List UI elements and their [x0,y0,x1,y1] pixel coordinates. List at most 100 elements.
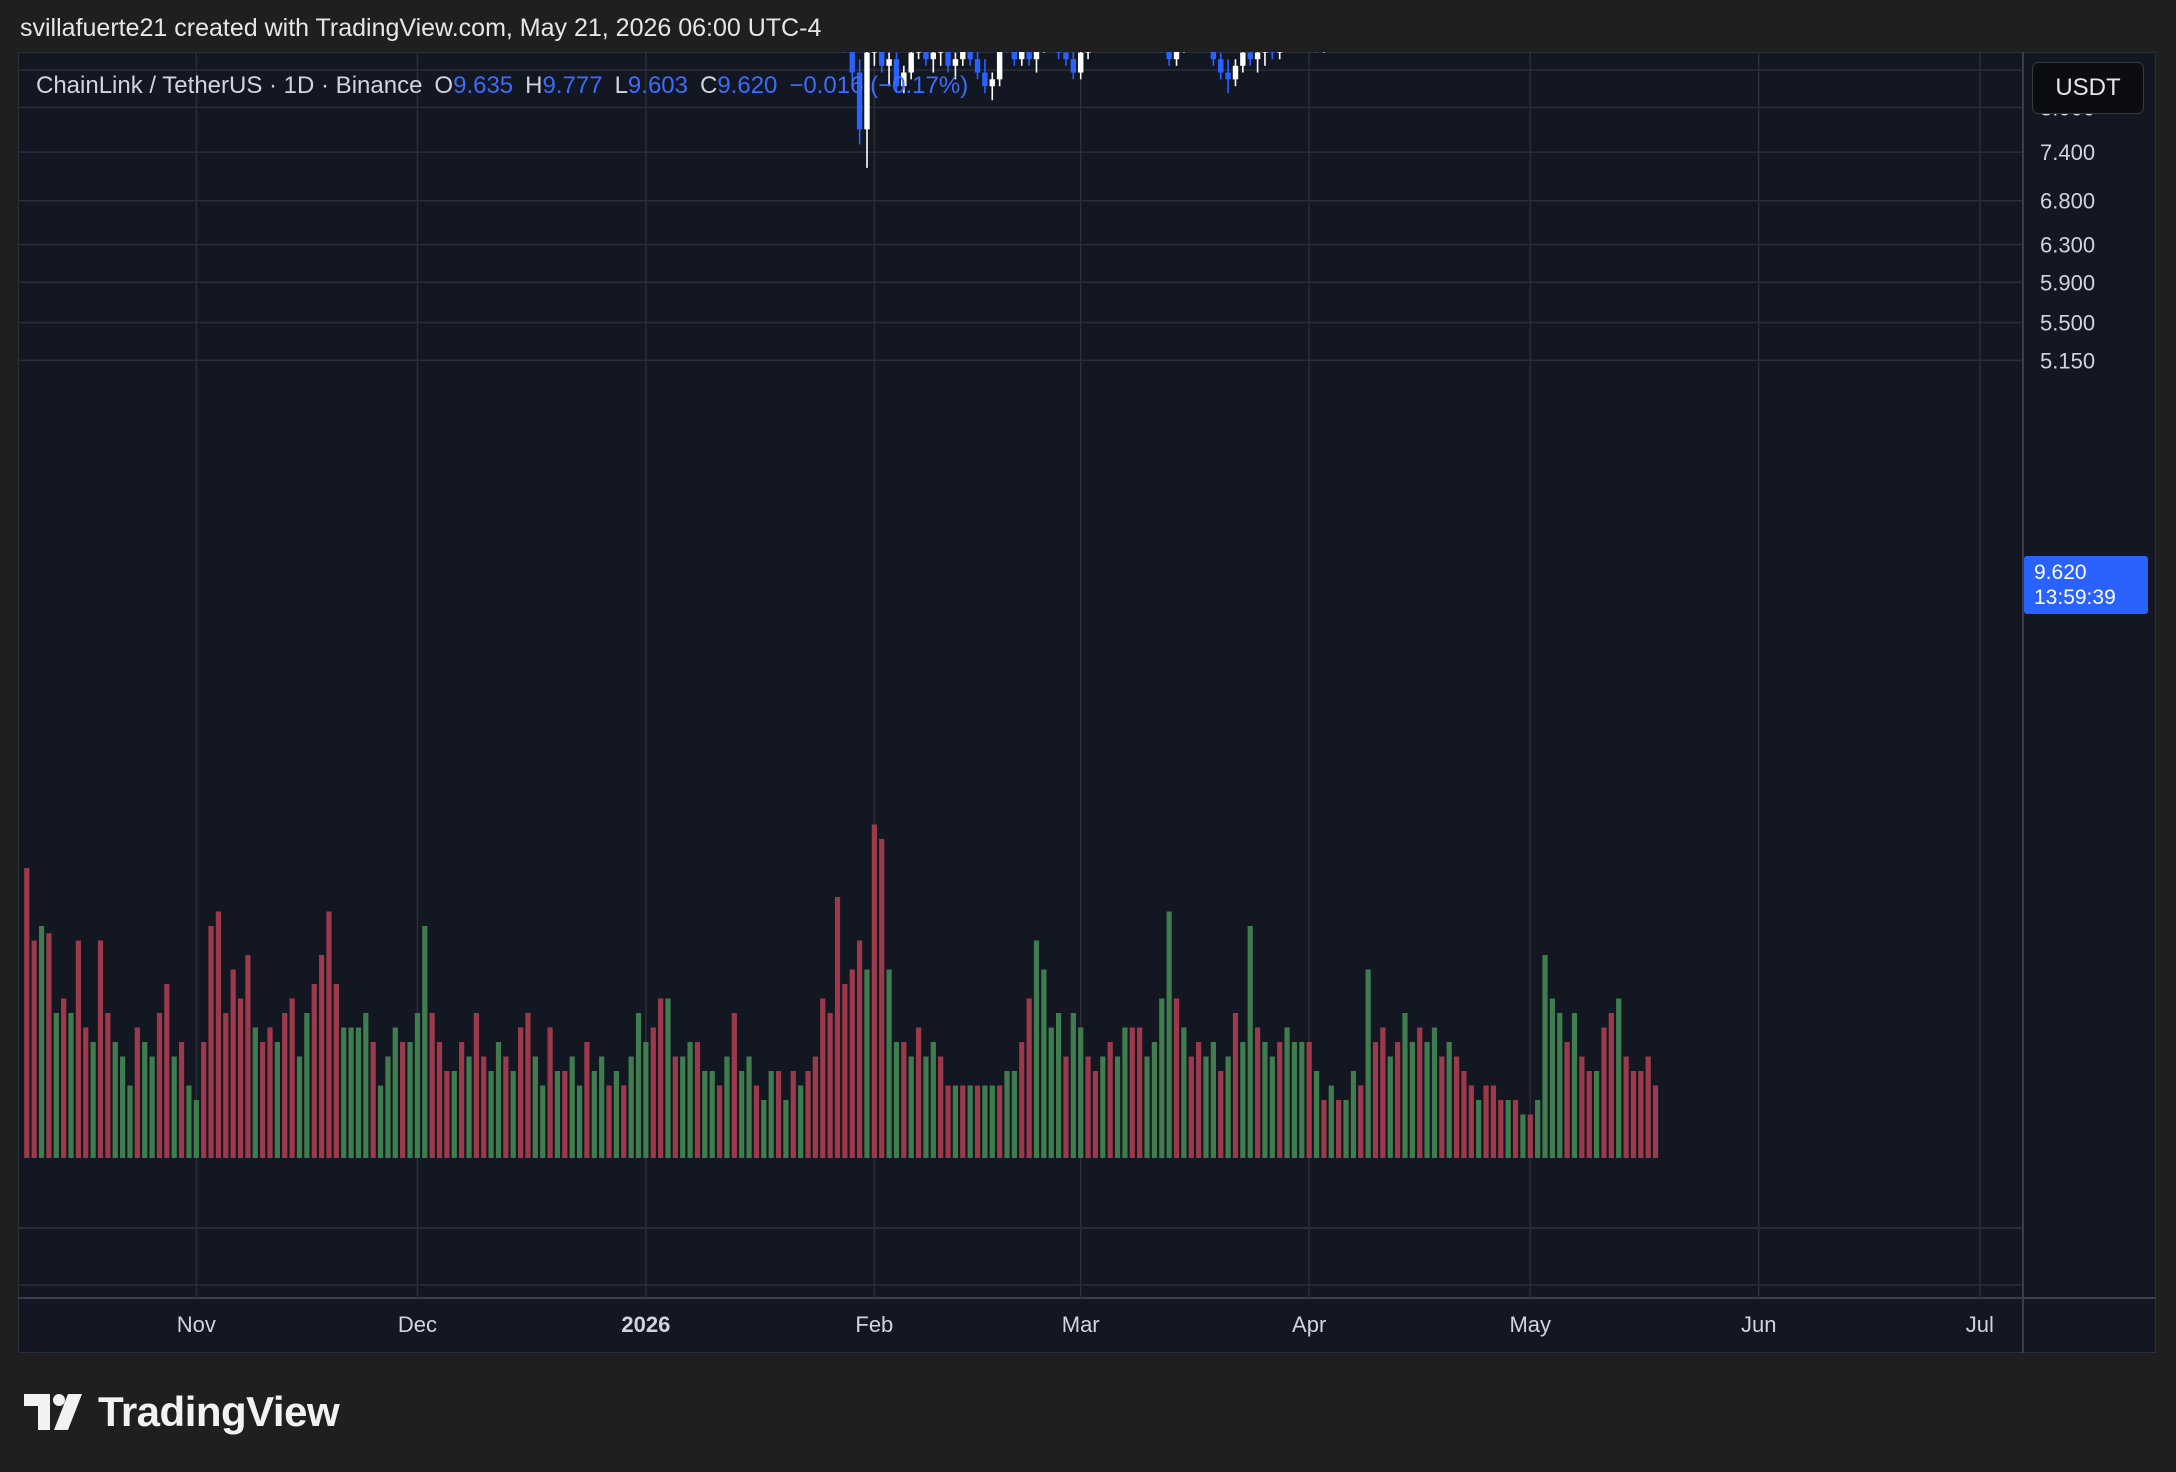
volume-bar [208,926,214,1158]
volume-bar [1395,1042,1401,1158]
volume-bar [1033,940,1040,1158]
tradingview-logo[interactable]: TradingView [24,1388,340,1436]
candle [1277,52,1283,60]
volume-bar [1579,1056,1585,1158]
time-tick-label: Feb [855,1312,893,1337]
volume-bar [400,1042,406,1158]
volume-bar [672,1056,678,1158]
volume-bar [1277,1042,1283,1158]
volume-bar [422,926,428,1158]
volume-bar [142,1042,148,1158]
volume-bar [569,1056,575,1158]
volume-bar [974,1085,981,1158]
volume-bar [1085,1056,1091,1158]
volume-bar [1107,1042,1113,1158]
volume-bar [503,1056,509,1158]
volume-bar [1446,1042,1452,1158]
volume-bar [1417,1027,1423,1158]
volume-bar [1004,1071,1010,1158]
volume-bar [215,911,222,1158]
volume-bar [1387,1056,1393,1158]
candle [1262,52,1268,66]
volume-bar [680,1056,686,1158]
volume-bar [923,1056,929,1158]
candle [982,59,988,94]
candle [915,52,922,60]
volume-bar [753,1085,760,1158]
volume-bar [363,1013,369,1158]
volume-bar [1535,1100,1541,1158]
volume-bar [1196,1042,1202,1158]
volume-bar [525,1013,531,1158]
candle [886,52,892,87]
bar-countdown: 13:59:39 [2034,586,2116,609]
volume-bar [1313,1071,1320,1158]
volume-bar [495,1042,502,1158]
volume-bar [1343,1100,1349,1158]
volume-bar [635,1013,642,1158]
volume-bar [739,1071,745,1158]
volume-bar [296,1056,303,1158]
volume-bar [304,1013,310,1158]
symbol-name[interactable]: ChainLink / TetherUS · 1D · Binance [36,72,423,99]
price-tick-label: 5.150 [2040,348,2095,373]
candle [967,52,973,66]
close-label: C [699,72,718,99]
volume-bar [1380,1027,1386,1158]
volume-bar [260,1042,266,1158]
volume-bar [1247,926,1253,1158]
volume-bar [1498,1100,1504,1158]
price-chart[interactable]: 15.00014.00013.00012.00011.00010.0009.00… [18,52,2156,1353]
currency-button[interactable]: USDT [2032,62,2144,114]
candle [1315,52,1318,53]
volume-bar [790,1071,796,1158]
volume-bar [385,1056,391,1158]
volume-bar [1041,969,1047,1158]
price-tick-label: 6.800 [2040,189,2095,214]
volume-bar [1122,1027,1128,1158]
volume-bar [702,1071,708,1158]
candle [844,52,846,53]
volume-bar [1299,1042,1305,1158]
volume-bar [1166,911,1172,1158]
volume-bar [812,1056,818,1158]
candle [1026,52,1032,66]
volume-bar [1321,1100,1327,1158]
last-price-value: 9.620 [2034,561,2087,584]
candle [1247,52,1253,66]
volume-bar [694,1042,701,1158]
candle [871,52,878,66]
volume-bar [1100,1056,1106,1158]
candle [1240,52,1246,73]
volume-bar [982,1085,988,1158]
volume-bar [1358,1085,1364,1158]
volume-bar [930,1042,936,1158]
volume-bar [517,1027,524,1158]
volume-bar [665,998,671,1158]
volume-bar [1645,1056,1651,1158]
volume-bar [436,1042,443,1158]
volume-bar [1594,1071,1600,1158]
volume-bar [38,926,45,1158]
volume-bar [613,1071,619,1158]
volume-bar [1188,1056,1194,1158]
volume-bar [46,933,52,1158]
volume-bar [1520,1114,1526,1158]
volume-bar [997,1085,1003,1158]
candle [1218,52,1224,80]
volume-bar [223,1013,229,1158]
volume-bar [1483,1085,1489,1158]
volume-bar [1225,1056,1231,1158]
volume-bar [1623,1056,1629,1158]
volume-bar [628,1056,634,1158]
volume-bar [547,1027,553,1158]
volume-bar [1284,1027,1290,1158]
time-tick-label: Jul [1966,1312,1994,1337]
grid [18,52,2156,1353]
volume-bar [1181,1027,1187,1158]
volume-bar [282,1013,288,1158]
volume-bar [61,998,67,1158]
volume-bar [201,1042,207,1158]
candle [1210,52,1217,66]
candle [930,52,937,73]
